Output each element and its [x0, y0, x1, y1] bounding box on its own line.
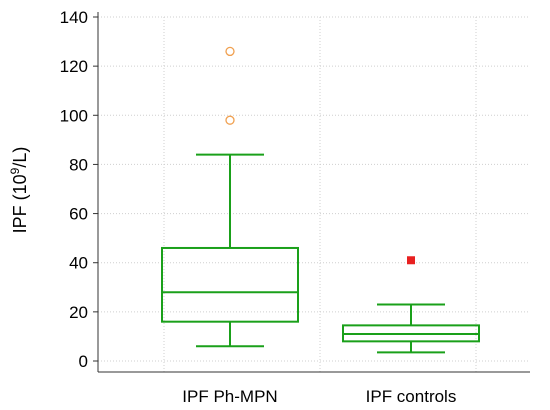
y-tick-label: 60 — [69, 205, 88, 224]
y-axis-title-exponent: 9 — [8, 167, 22, 174]
outlier-point — [407, 256, 415, 265]
y-tick-label: 0 — [79, 352, 88, 371]
y-tick-labels: 0 20 40 60 80 100 120 140 — [60, 8, 98, 371]
category-label: IPF Ph-MPN — [182, 387, 277, 406]
y-tick-label: 100 — [60, 106, 88, 125]
boxes — [161, 46, 480, 354]
box-1 — [161, 46, 299, 348]
y-tick-label: 20 — [69, 303, 88, 322]
y-axis-title-unit: /L) — [10, 147, 30, 168]
outlier-point — [225, 46, 235, 57]
y-tick-label: 140 — [60, 8, 88, 27]
y-axis-title: IPF (109/L) — [8, 147, 30, 234]
y-tick-label: 120 — [60, 57, 88, 76]
category-label: IPF controls — [366, 387, 457, 406]
outlier-point — [225, 115, 235, 125]
y-axis-title-base: IPF (10 — [10, 174, 30, 233]
box-iqr — [161, 246, 299, 323]
grid-lines — [98, 16, 530, 372]
category-labels: IPF Ph-MPN IPF controls — [182, 387, 456, 406]
y-tick-label: 40 — [69, 254, 88, 273]
box-2 — [342, 256, 480, 354]
y-tick-label: 80 — [69, 155, 88, 174]
